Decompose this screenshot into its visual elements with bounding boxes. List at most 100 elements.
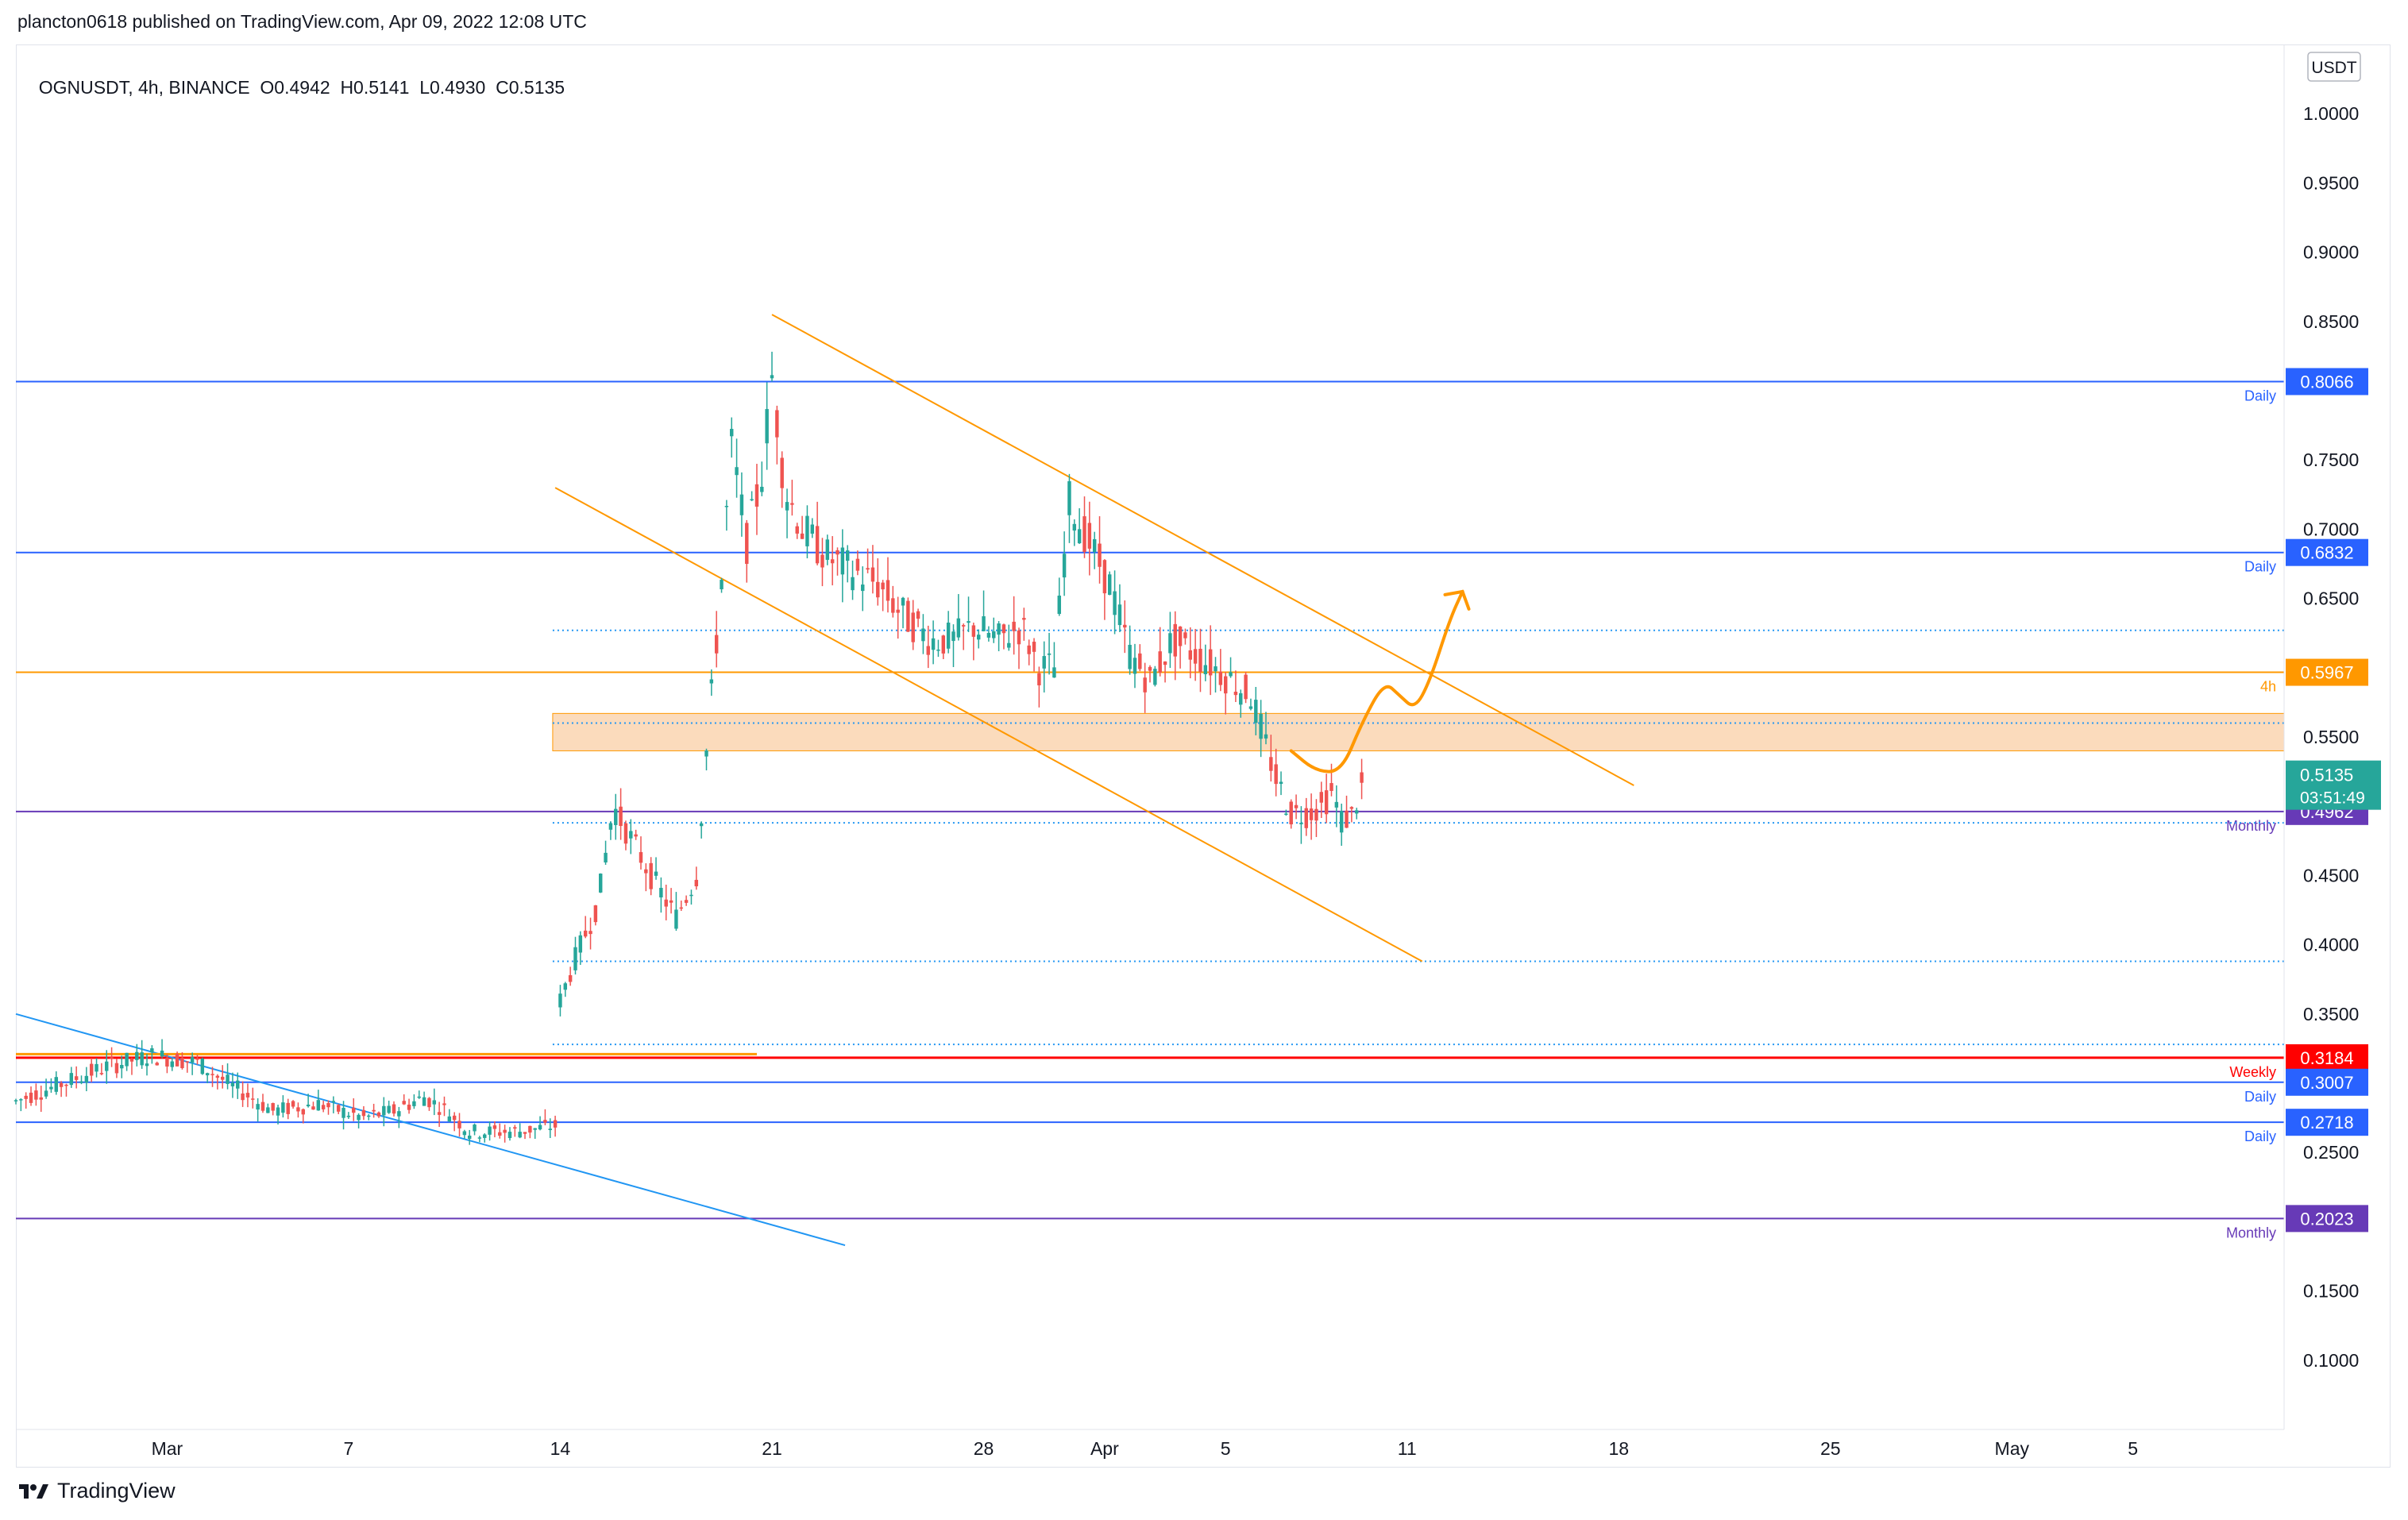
candle-body	[1117, 604, 1122, 626]
candle-body	[190, 1057, 195, 1063]
candle-body	[120, 1064, 124, 1069]
candle-body	[1037, 673, 1041, 685]
candle-body	[1007, 642, 1011, 648]
candle-body	[407, 1104, 411, 1110]
candle-body	[498, 1132, 502, 1136]
candle-body	[296, 1107, 300, 1112]
ohlc-low: L0.4930	[419, 77, 486, 98]
candle-body	[921, 628, 925, 642]
candle-body	[160, 1050, 164, 1057]
candle-body	[266, 1107, 270, 1113]
candle-body	[1198, 648, 1202, 672]
candle-body	[286, 1102, 290, 1114]
candle-body	[982, 616, 986, 631]
level-timeframe-label: Monthly	[2226, 818, 2276, 834]
candle-body	[226, 1074, 230, 1084]
candle-body	[810, 524, 814, 534]
candle-body	[1108, 574, 1112, 595]
candle-body	[361, 1109, 366, 1117]
ohlc-high: H0.5141	[340, 77, 410, 98]
candle-body	[669, 900, 673, 903]
candle-body	[855, 558, 860, 571]
candle-body	[352, 1107, 356, 1113]
candle-body	[1188, 650, 1192, 660]
candle-body	[251, 1098, 255, 1100]
candle-body	[1248, 706, 1253, 709]
candle-body	[1123, 624, 1127, 628]
candle-body	[709, 679, 714, 684]
candle-body	[961, 625, 966, 627]
candle-body	[29, 1092, 33, 1103]
level-timeframe-label: 4h	[2260, 679, 2276, 695]
candle-body	[876, 581, 880, 598]
footer-brand[interactable]: TradingView	[17, 1479, 176, 1503]
candle-body	[1208, 649, 1213, 676]
candle-body	[598, 874, 603, 893]
projection-path	[1289, 589, 1464, 774]
candle-body	[861, 584, 865, 592]
candle-body	[870, 567, 875, 582]
candle-body	[614, 808, 618, 825]
candle-body	[866, 568, 870, 570]
candle-body	[1259, 713, 1263, 739]
candle-body	[507, 1132, 512, 1139]
candle-body	[830, 559, 835, 564]
price-tick-label: 0.9000	[2303, 242, 2359, 263]
candle-body	[477, 1137, 482, 1139]
candle-body	[553, 1120, 558, 1128]
candle-body	[563, 983, 568, 990]
price-tag-0.8066	[2286, 368, 2368, 395]
candle-body	[301, 1109, 305, 1115]
candle-body	[1138, 653, 1142, 669]
level-lines-layer: Daily Daily 4h Monthly Weekly Daily Daily Month…	[16, 380, 2284, 1240]
candle-body	[629, 831, 633, 839]
candle-body	[795, 526, 799, 534]
candle-body	[1334, 801, 1339, 808]
candle-body	[220, 1076, 225, 1080]
ohlc-open: O0.4942	[260, 77, 330, 98]
chart-panel[interactable]	[16, 44, 2391, 1468]
price-tag-0.3184	[2286, 1044, 2368, 1071]
published-by-line: plancton0618 published on TradingView.co…	[17, 11, 587, 32]
candle-body	[800, 533, 805, 539]
candle-body	[593, 905, 598, 923]
candle-body	[39, 1097, 43, 1100]
candle-body	[951, 631, 955, 642]
candle-body	[770, 375, 774, 379]
candle-body	[467, 1135, 472, 1140]
candle-body	[946, 623, 951, 649]
candle-body	[492, 1125, 497, 1129]
candle-body	[462, 1131, 467, 1136]
price-axis: 1.0000 0.9500 0.9000 0.8500 0.7500 0.7000 0.65…	[2283, 44, 2381, 1429]
candle-body	[1057, 596, 1061, 615]
candle-body	[1360, 772, 1364, 783]
candle-body	[750, 499, 754, 501]
candle-body	[851, 577, 855, 591]
candle-body	[1017, 630, 1021, 645]
price-tag-text: 0.8066	[2300, 372, 2353, 392]
candle-body	[881, 582, 885, 590]
candle-body	[548, 1128, 552, 1131]
candle-body	[906, 600, 910, 632]
current-price-text: 0.5135	[2300, 766, 2353, 785]
candle-body	[1098, 543, 1102, 567]
candle-body	[321, 1105, 326, 1109]
candle-body	[311, 1106, 315, 1110]
candle-body	[619, 806, 623, 827]
candle-body	[730, 429, 734, 437]
candle-body	[1329, 783, 1333, 791]
candle-body	[125, 1052, 129, 1067]
candle-body	[820, 554, 824, 568]
candle-body	[573, 947, 577, 970]
candle-body	[780, 457, 784, 488]
candle-body	[150, 1048, 154, 1053]
candle-body	[785, 502, 789, 511]
candle-body	[271, 1103, 275, 1111]
candle-body	[49, 1086, 53, 1090]
price-tick-label: 0.8500	[2303, 311, 2359, 332]
candle-body	[604, 852, 608, 862]
candle-body	[44, 1090, 48, 1097]
time-tick-label: 21	[762, 1438, 782, 1459]
candle-body	[457, 1121, 461, 1128]
